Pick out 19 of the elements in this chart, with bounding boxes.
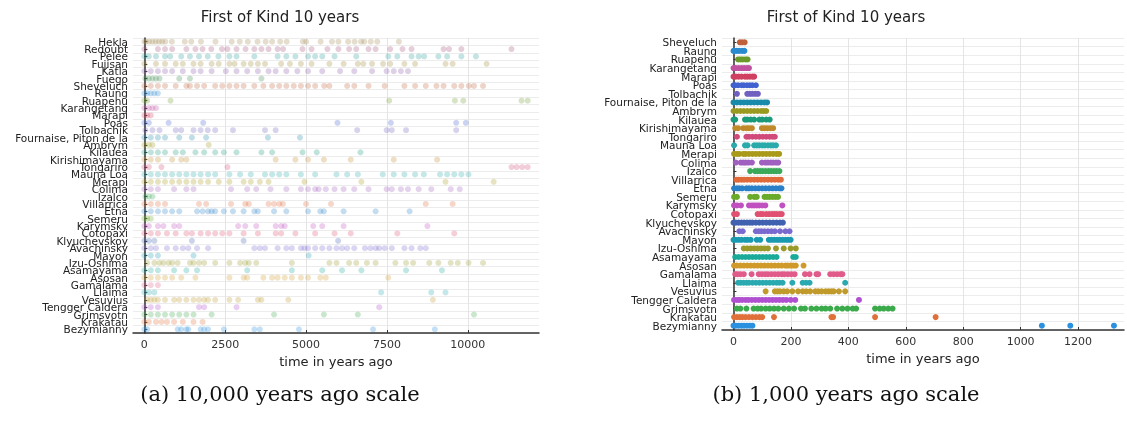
- x-axis-title: time in years ago: [279, 354, 393, 369]
- x-tick-label: 0: [140, 338, 148, 351]
- chart-title: First of Kind 10 years: [766, 7, 926, 26]
- x-tick-label: 800: [952, 335, 974, 348]
- x-tick-label: 600: [895, 335, 917, 348]
- y-tick-label: Sheveluch: [662, 36, 717, 49]
- text: (a) 10,000 years ago scale: [139, 382, 421, 406]
- x-tick-label: 1200: [1064, 335, 1093, 348]
- x-tick-label: 7500: [372, 338, 401, 351]
- text: (b) 1,000 years ago scale: [711, 382, 981, 406]
- x-tick-label: 5000: [292, 338, 321, 351]
- x-axis-title: time in years ago: [866, 351, 980, 366]
- x-tick-label: 1000: [1006, 335, 1035, 348]
- x-tick-label: 2500: [211, 338, 240, 351]
- x-tick-label: 200: [780, 335, 802, 348]
- x-tick-label: 10000: [450, 338, 486, 351]
- x-tick-label: 400: [837, 335, 859, 348]
- chart-title: First of Kind 10 years: [200, 7, 360, 26]
- x-tick-label: 0: [729, 335, 737, 348]
